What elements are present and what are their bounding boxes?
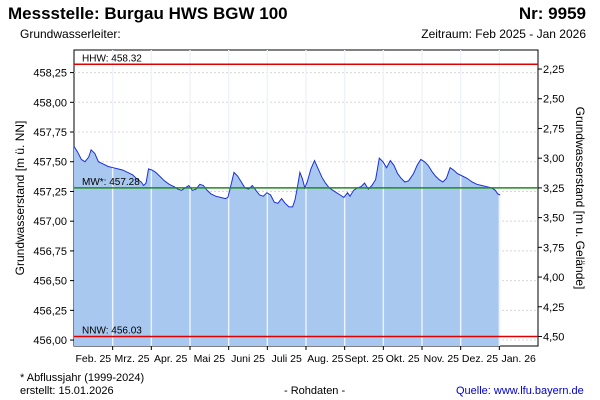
hhw-label: HHW: 458.32 <box>82 53 142 64</box>
x-tick-label: Mrz. 25 <box>114 353 149 365</box>
x-tick-label: Apr. 25 <box>154 353 187 365</box>
reference-lines: HHW: 458.32 MW*: 457.28 NNW: 456.03 <box>74 53 538 338</box>
source-label: Quelle: www.lfu.bayern.de <box>456 385 584 397</box>
y-tick-label: 457,25 <box>33 186 67 198</box>
y-tick-label: 456,00 <box>33 335 67 347</box>
y-axis-right-label: Grundwasserstand [m u. Gelände] <box>573 107 587 290</box>
month-gridlines <box>111 50 501 346</box>
x-axis: Feb. 25 Mrz. 25 Apr. 25 Mai 25 Juni 25 Juli 2… <box>76 346 536 365</box>
y-right-tick-label: 4,25 <box>543 302 564 314</box>
aquifer-label: Grundwasserleiter: <box>20 27 121 41</box>
x-tick-label: Aug. 25 <box>307 353 343 365</box>
footnote: * Abflussjahr (1999-2024) <box>20 372 145 384</box>
y-right-tick-label: 2,50 <box>543 94 564 106</box>
period-label: Zeitraum: Feb 2025 - Jan 2026 <box>421 27 586 41</box>
x-tick-label: Feb. 25 <box>76 353 112 365</box>
y-tick-label: 457,00 <box>33 216 67 228</box>
mw-label: MW*: 457.28 <box>82 177 140 188</box>
y-right-tick-label: 3,50 <box>543 213 564 225</box>
nnw-label: NNW: 456.03 <box>82 325 142 336</box>
page-title: Messstelle: Burgau HWS BGW 100 <box>8 4 288 23</box>
y-axis-left-label: Grundwasserstand [m ü. NN] <box>13 121 27 276</box>
y-axis-right: 2,25 2,50 2,75 3,00 3,25 3,50 3,75 4,00 4,25 4,50 <box>538 64 564 343</box>
y-tick-label: 457,75 <box>33 127 67 139</box>
y-tick-label: 456,25 <box>33 305 67 317</box>
y-right-tick-label: 2,75 <box>543 123 564 135</box>
y-right-tick-label: 3,00 <box>543 153 564 165</box>
x-tick-label: Jan. 26 <box>501 353 536 365</box>
x-tick-label: Sept. 25 <box>344 353 383 365</box>
water-level-area <box>74 146 501 346</box>
raw-data-label: - Rohdaten - <box>284 385 346 397</box>
x-tick-label: Mai 25 <box>194 353 226 365</box>
y-tick-label: 457,50 <box>33 157 67 169</box>
water-level-line <box>73 146 501 208</box>
created-date: erstellt: 15.01.2026 <box>20 385 114 397</box>
y-right-tick-label: 3,75 <box>543 242 564 254</box>
y-axis-left: 456,00 456,25 456,50 456,75 457,00 457,25 457,… <box>33 68 74 347</box>
y-right-tick-label: 4,00 <box>543 272 564 284</box>
y-tick-label: 458,25 <box>33 68 67 80</box>
x-tick-label: Nov. 25 <box>424 353 460 365</box>
x-tick-label: Okt. 25 <box>386 353 420 365</box>
x-tick-label: Juni 25 <box>231 353 265 365</box>
y-tick-label: 458,00 <box>33 97 67 109</box>
y-tick-label: 456,50 <box>33 276 67 288</box>
x-tick-label: Dez. 25 <box>462 353 498 365</box>
y-right-tick-label: 3,25 <box>543 183 564 195</box>
y-right-tick-label: 2,25 <box>543 64 564 76</box>
y-tick-label: 456,75 <box>33 246 67 258</box>
station-number: Nr: 9959 <box>518 4 586 23</box>
source-link[interactable]: Quelle: www.lfu.bayern.de <box>456 385 584 397</box>
y-right-tick-label: 4,50 <box>543 331 564 343</box>
x-tick-label: Juli 25 <box>271 353 302 365</box>
